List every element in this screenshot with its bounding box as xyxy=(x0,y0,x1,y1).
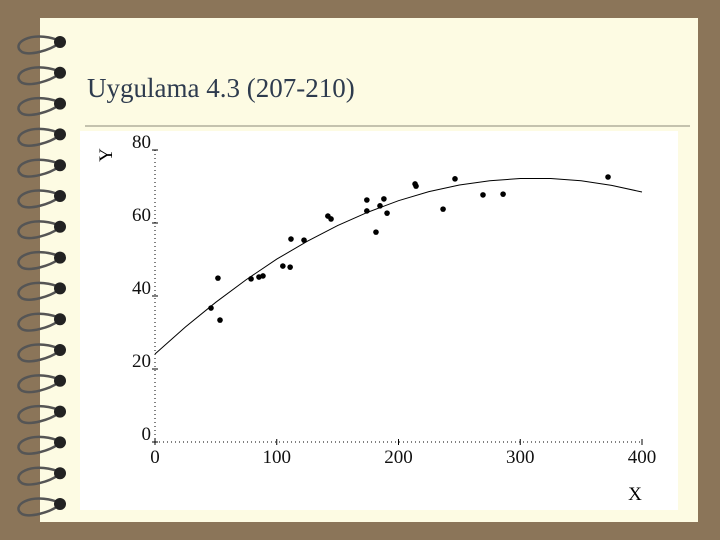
ring-hole xyxy=(54,66,66,79)
x-tick-label: 100 xyxy=(263,447,292,468)
ring-wire xyxy=(17,220,59,240)
ring-wire xyxy=(17,189,59,209)
data-point xyxy=(288,236,294,242)
fit-curve xyxy=(154,178,643,355)
ring-hole xyxy=(54,405,66,418)
y-tick-label: 40 xyxy=(132,278,151,299)
ring-hole xyxy=(54,251,66,264)
ring-wire xyxy=(17,374,59,394)
ring-hole xyxy=(54,467,66,480)
data-point xyxy=(328,216,334,222)
y-tick-label: 20 xyxy=(132,351,151,372)
ring-hole xyxy=(54,313,66,326)
plot-background xyxy=(80,131,678,510)
ring-wire xyxy=(17,66,59,86)
ring-wire xyxy=(17,35,59,55)
data-point xyxy=(208,305,214,311)
ring-wire xyxy=(17,281,59,301)
ring-wire xyxy=(17,127,59,147)
ring-hole xyxy=(54,282,66,295)
data-point xyxy=(260,273,266,279)
ring-hole xyxy=(54,374,66,387)
ring-hole xyxy=(54,220,66,233)
data-point xyxy=(248,276,254,282)
data-point xyxy=(217,317,223,323)
data-point xyxy=(384,210,390,216)
y-tick-label: 0 xyxy=(142,424,152,445)
ring-hole xyxy=(54,36,66,48)
y-axis-label: Y xyxy=(96,148,117,162)
data-point xyxy=(500,191,506,197)
data-point xyxy=(280,263,286,269)
data-point xyxy=(413,183,419,189)
spiral-binding xyxy=(17,35,66,517)
x-tick-label: 0 xyxy=(150,447,160,468)
x-tick-label: 200 xyxy=(384,447,413,468)
ring-wire xyxy=(17,497,59,517)
ring-wire xyxy=(17,404,59,425)
ring-hole xyxy=(54,498,66,510)
ring-wire xyxy=(17,250,59,271)
data-point xyxy=(377,203,383,209)
slide-title: Uygulama 4.3 (207-210) xyxy=(87,73,355,103)
data-point xyxy=(373,229,379,235)
data-point xyxy=(215,275,221,281)
ring-hole xyxy=(54,436,66,449)
ring-hole xyxy=(54,128,66,141)
ring-wire xyxy=(17,466,59,486)
ring-hole xyxy=(54,97,66,110)
data-point xyxy=(452,176,458,182)
data-point xyxy=(480,192,486,198)
ring-wire xyxy=(17,96,59,117)
x-axis-label: X xyxy=(628,484,642,505)
data-point xyxy=(605,174,611,180)
data-point xyxy=(440,206,446,212)
ring-hole xyxy=(54,344,66,356)
x-tick-label: 400 xyxy=(628,447,657,468)
ring-wire xyxy=(17,158,59,178)
ring-hole xyxy=(54,190,66,202)
ring-wire xyxy=(17,343,59,363)
data-point xyxy=(364,197,370,203)
data-point xyxy=(287,264,293,270)
y-tick-label: 60 xyxy=(132,205,151,226)
ring-wire xyxy=(17,312,59,332)
data-point xyxy=(364,208,370,214)
ring-hole xyxy=(54,159,66,172)
ring-wire xyxy=(17,435,59,455)
y-tick-label: 80 xyxy=(132,132,151,153)
data-point xyxy=(381,196,387,202)
x-tick-label: 300 xyxy=(506,447,535,468)
data-point xyxy=(301,237,307,243)
